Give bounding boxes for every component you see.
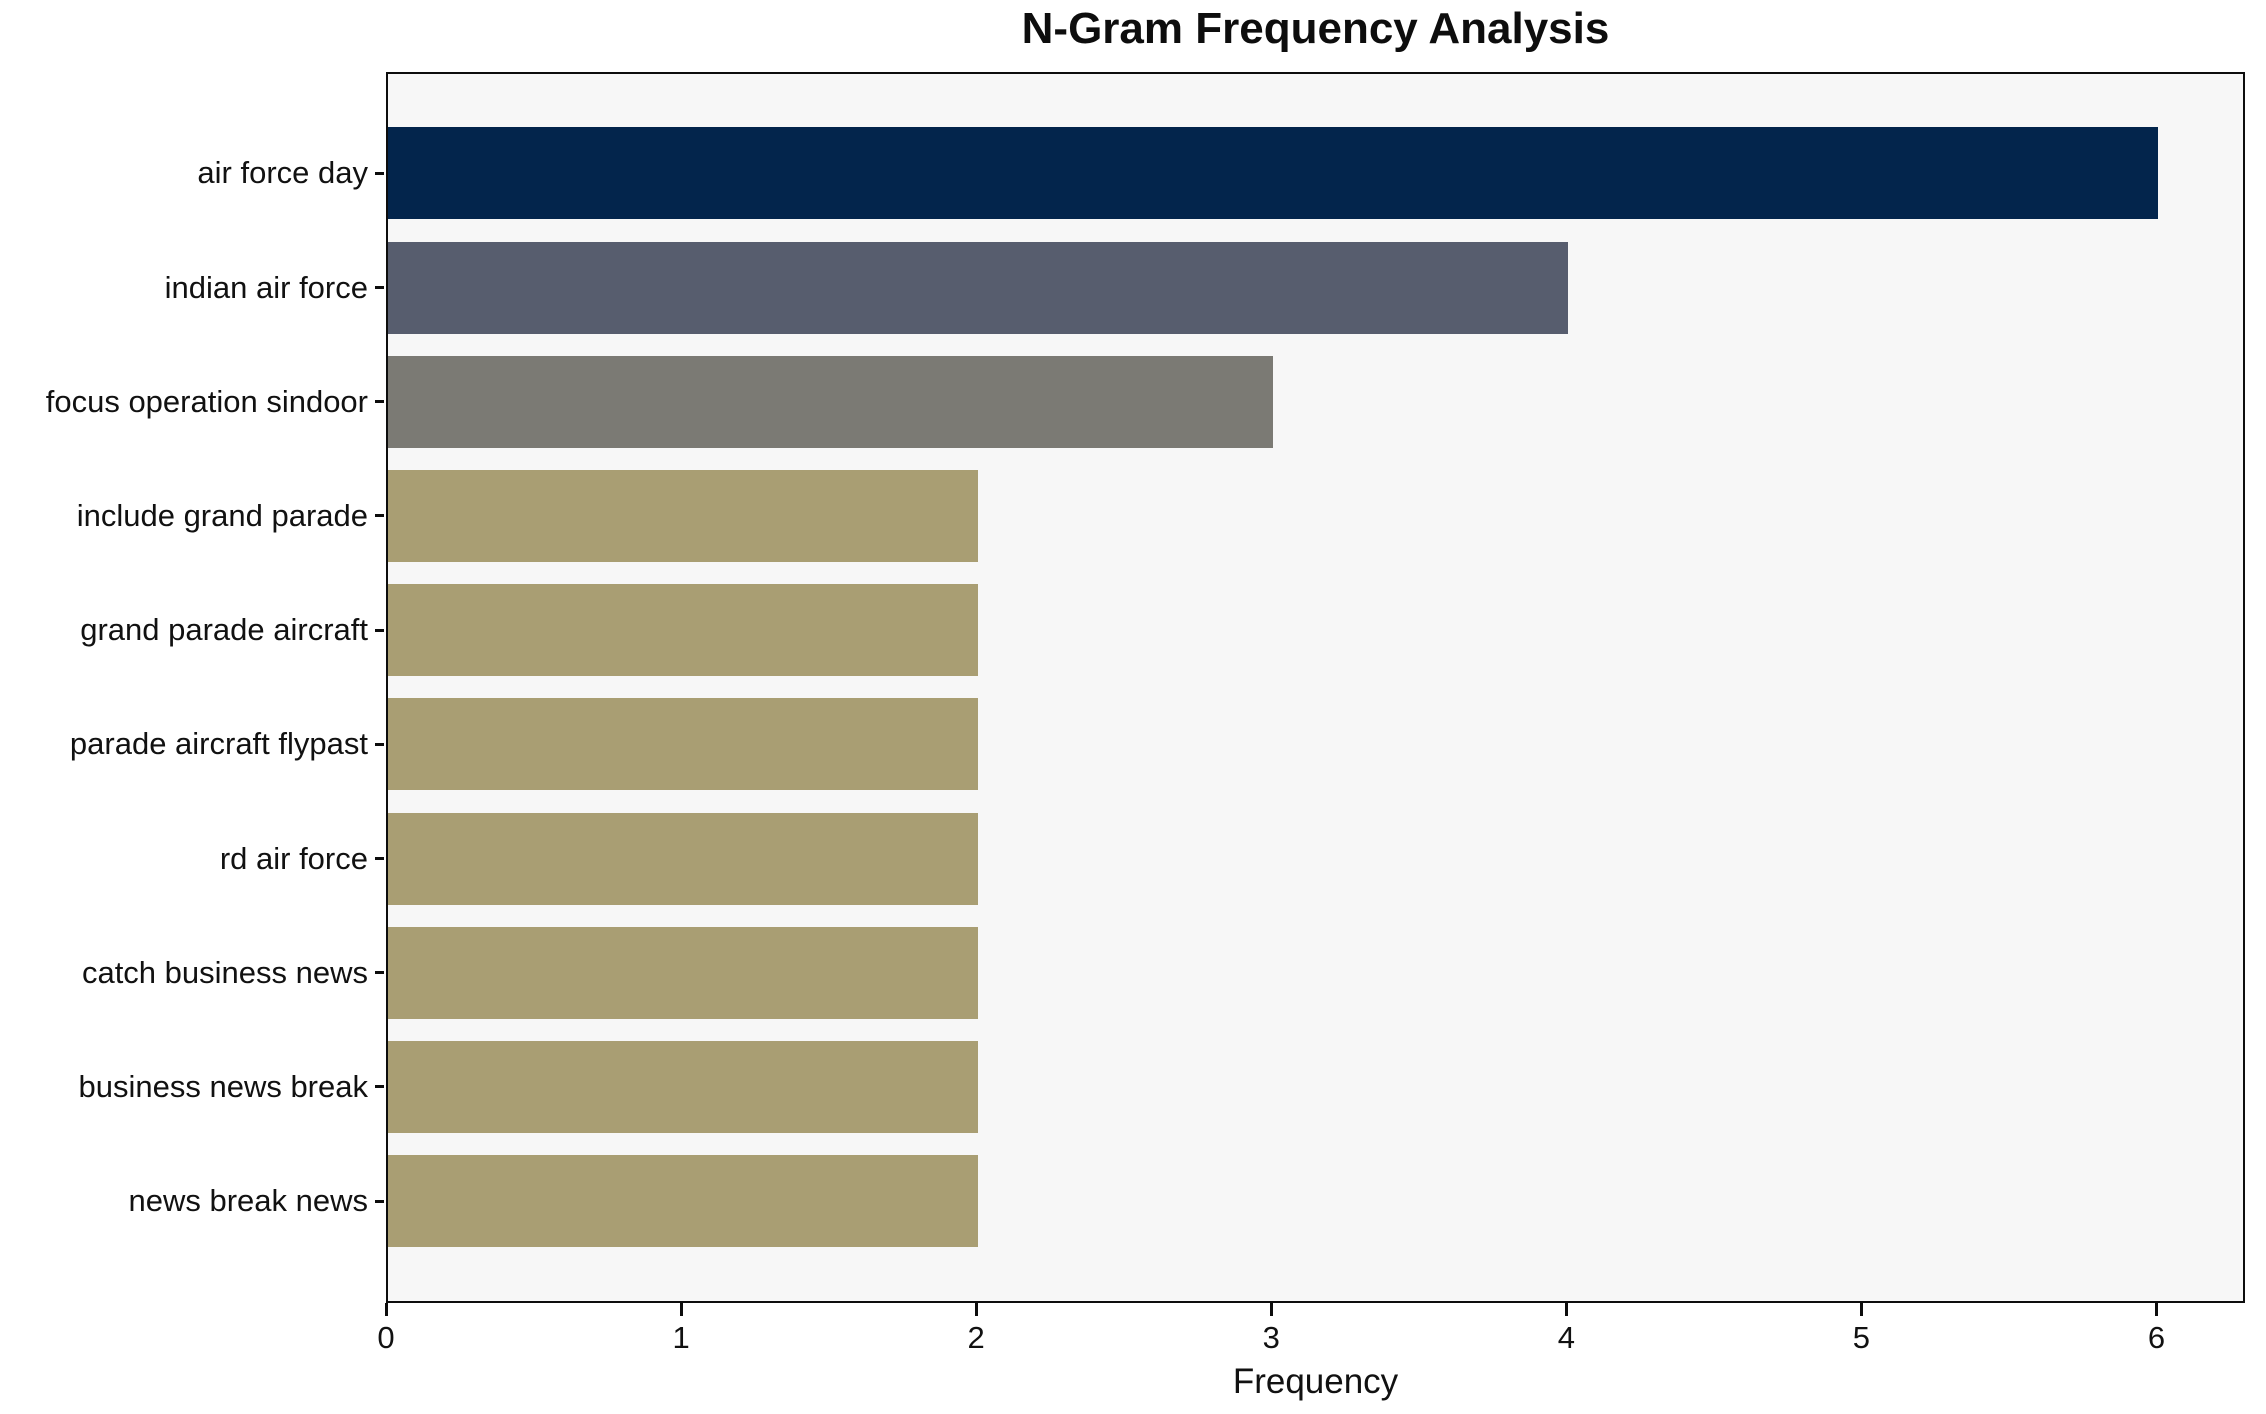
bar-news-break-news [388,1155,979,1248]
bar-rd-air-force [388,812,979,905]
x-tick-label: 6 [2147,1320,2166,1355]
bar-parade-aircraft-flypast [388,698,979,791]
y-tick-label: business news break [78,1068,369,1104]
x-tick-mark [679,1303,683,1316]
y-tick-mark [375,971,384,975]
x-tick-mark [1564,1303,1568,1316]
y-tick-label: rd air force [219,840,368,876]
y-tick-label: news break news [128,1183,368,1219]
bar-focus-operation-sindoor [388,355,1274,448]
y-tick-mark [375,1199,384,1203]
x-tick-mark [2154,1303,2158,1316]
bar-include-grand-parade [388,469,979,562]
bar-business-news-break [388,1040,979,1133]
x-tick-mark [384,1303,388,1316]
plot-area [386,72,2245,1303]
x-tick-label: 1 [672,1320,690,1355]
bar-air-force-day [388,127,2159,220]
y-tick-label: focus operation sindoor [45,383,368,419]
bar-grand-parade-aircraft [388,584,979,677]
x-tick-label: 5 [1852,1320,1871,1355]
y-tick-mark [375,1085,384,1089]
y-tick-mark [375,857,384,860]
chart-title: N-Gram Frequency Analysis [1021,4,1610,53]
y-tick-mark [375,628,384,632]
bar-catch-business-news [388,926,979,1019]
y-tick-mark [375,742,384,746]
y-tick-mark [375,514,384,518]
y-tick-label: include grand parade [76,497,368,533]
y-tick-mark [375,171,384,175]
x-tick-mark [1269,1303,1273,1316]
x-tick-mark [1859,1303,1863,1316]
x-tick-label: 2 [967,1320,985,1355]
y-tick-mark [375,286,384,289]
y-tick-label: air force day [197,155,368,191]
x-tick-label: 0 [377,1320,395,1355]
y-tick-label: indian air force [164,269,368,305]
y-tick-mark [375,400,384,404]
y-tick-label: grand parade aircraft [80,612,368,648]
y-tick-label: parade aircraft flypast [69,726,368,762]
bar-indian-air-force [388,241,1569,334]
x-axis-title: Frequency [1232,1362,1399,1401]
y-tick-label: catch business news [81,954,368,990]
x-tick-mark [974,1303,978,1316]
x-tick-label: 3 [1262,1320,1280,1355]
x-tick-label: 4 [1557,1320,1575,1355]
